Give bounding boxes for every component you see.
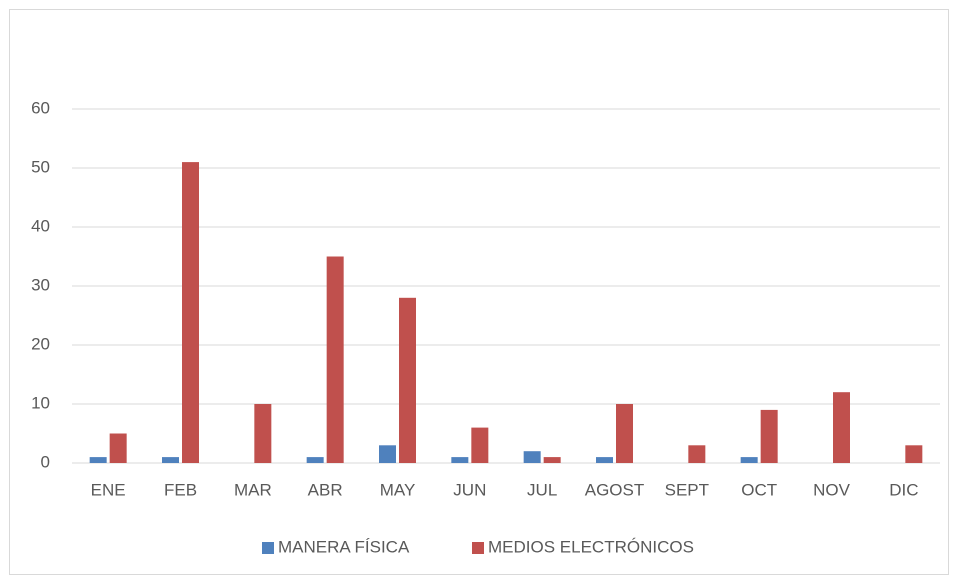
x-tick-label: JUN: [453, 480, 486, 499]
bar: [760, 409, 778, 463]
legend-label: MEDIOS ELECTRÓNICOS: [488, 537, 694, 556]
bar: [451, 457, 469, 463]
bar: [306, 457, 324, 463]
bar: [543, 457, 561, 463]
x-tick-label: ENE: [91, 480, 126, 499]
bar: [596, 457, 613, 463]
bar: [523, 451, 541, 463]
x-tick-label: NOV: [813, 480, 851, 499]
x-tick-label: JUL: [527, 480, 557, 499]
bar: [688, 445, 706, 463]
x-tick-label: OCT: [741, 480, 777, 499]
y-tick-label: 20: [31, 334, 50, 353]
bar: [471, 427, 489, 463]
legend-label: MANERA FÍSICA: [278, 537, 410, 556]
bar: [740, 457, 758, 463]
x-tick-label: AGOST: [585, 480, 645, 499]
x-tick-label: SEPT: [665, 480, 709, 499]
bar: [833, 392, 850, 463]
x-tick-label: DIC: [889, 480, 918, 499]
bar: [162, 457, 179, 463]
x-tick-label: FEB: [164, 480, 197, 499]
x-tick-label: MAY: [380, 480, 416, 499]
bar: [182, 162, 199, 463]
bar: [905, 445, 923, 463]
y-tick-label: 30: [31, 275, 50, 294]
y-tick-label: 60: [31, 98, 50, 117]
bar: [379, 445, 396, 463]
y-tick-label: 0: [41, 452, 50, 471]
bar: [254, 404, 272, 463]
chart-border: [9, 9, 949, 575]
legend-swatch: [262, 542, 274, 554]
legend-swatch: [472, 542, 484, 554]
x-tick-label: ABR: [308, 480, 343, 499]
bar: [399, 297, 416, 463]
bar: [616, 404, 633, 463]
y-tick-label: 40: [31, 216, 50, 235]
x-tick-label: MAR: [234, 480, 272, 499]
bar: [89, 457, 107, 463]
bar: [109, 433, 127, 463]
bar: [326, 256, 344, 463]
y-tick-label: 50: [31, 157, 50, 176]
y-tick-label: 10: [31, 393, 50, 412]
